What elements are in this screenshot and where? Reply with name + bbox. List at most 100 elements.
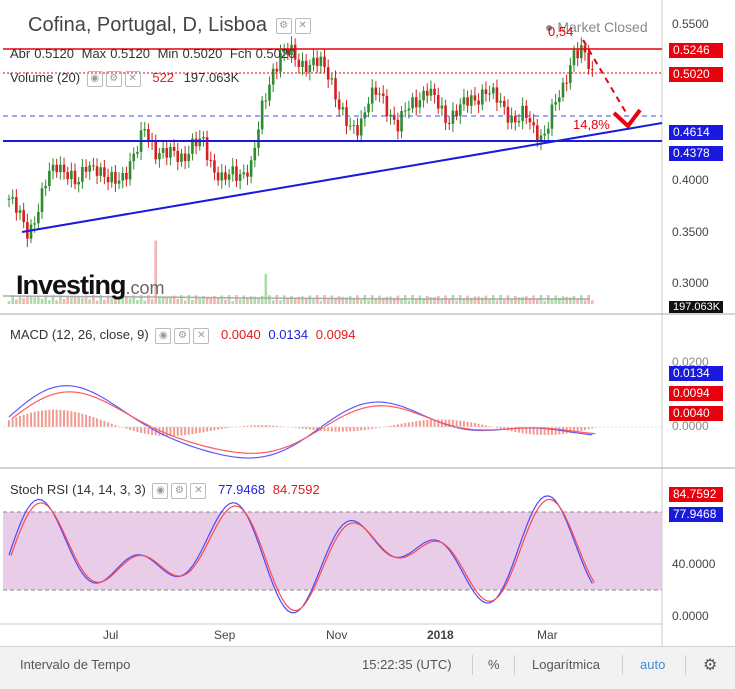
volume-bar — [408, 301, 411, 304]
candle — [305, 61, 308, 72]
candle — [235, 166, 238, 181]
candle — [532, 122, 535, 125]
candle — [265, 101, 268, 102]
settings-icon[interactable]: ⚙ — [106, 71, 122, 87]
candle — [342, 107, 345, 109]
eye-icon[interactable]: ◉ — [87, 71, 103, 87]
volume-value: 522 — [152, 70, 174, 85]
candle — [360, 119, 363, 136]
stoch-d-label: 84.7592 — [669, 487, 723, 502]
macd-histogram-bar — [217, 427, 219, 430]
log-toggle[interactable]: Logarítmica — [532, 657, 600, 672]
volume-bar — [415, 300, 418, 304]
macd-histogram-bar — [92, 417, 94, 427]
macd-histogram-bar — [140, 427, 142, 433]
volume-bar — [217, 298, 220, 304]
candle — [426, 91, 429, 96]
candle — [213, 160, 216, 172]
macd-histogram-bar — [459, 421, 461, 427]
volume-bar — [349, 296, 352, 304]
volume-bar — [96, 301, 99, 304]
volume-bar — [430, 297, 433, 304]
candle — [569, 65, 572, 83]
candle — [8, 199, 11, 200]
candle — [88, 165, 91, 171]
macd-histogram-bar — [15, 417, 17, 427]
macd-histogram-bar — [107, 422, 109, 427]
macd-histogram-bar — [63, 410, 65, 427]
eye-icon[interactable]: ◉ — [155, 328, 171, 344]
macd-histogram-bar — [48, 410, 50, 427]
candle — [492, 87, 495, 93]
macd-value: 0.0134 — [268, 327, 308, 342]
macd-histogram-bar — [481, 425, 483, 427]
gear-icon[interactable]: ⚙ — [703, 655, 717, 675]
chart-footer: Intervalo de Tempo 15:22:35 (UTC) % Loga… — [0, 646, 735, 689]
candle — [70, 171, 73, 179]
candle — [85, 167, 88, 172]
volume-bar — [562, 296, 565, 304]
macd-histogram-bar — [96, 418, 98, 427]
eye-icon[interactable]: ◉ — [152, 483, 168, 499]
macd-histogram-bar — [26, 414, 28, 427]
x-tick: Jul — [103, 628, 118, 642]
close-icon[interactable]: ✕ — [125, 71, 141, 87]
percent-toggle[interactable]: % — [488, 657, 500, 672]
candle — [103, 167, 106, 177]
stoch-d-value: 84.7592 — [273, 482, 320, 497]
candle — [558, 97, 561, 102]
volume-bar — [180, 295, 183, 304]
macd-histogram-bar — [555, 427, 557, 435]
stoch-band — [3, 512, 662, 590]
candle — [41, 188, 44, 212]
candle — [543, 134, 546, 136]
volume-bar — [276, 295, 279, 304]
candle — [231, 166, 234, 174]
close-icon[interactable]: ✕ — [190, 483, 206, 499]
macd-histogram-bar — [265, 425, 267, 427]
signal-label: 0.0094 — [669, 386, 723, 401]
candle — [246, 172, 249, 176]
macd-histogram-bar — [133, 427, 135, 431]
settings-icon[interactable]: ⚙ — [174, 328, 190, 344]
volume-bar — [290, 296, 293, 304]
volume-bar — [331, 295, 334, 304]
volume-bar — [169, 298, 172, 304]
candle — [22, 210, 25, 222]
auto-toggle[interactable]: auto — [640, 657, 665, 672]
settings-icon[interactable]: ⚙ — [171, 483, 187, 499]
close-icon[interactable]: ✕ — [193, 328, 209, 344]
macd-histogram-bar — [463, 421, 465, 427]
candle — [33, 223, 36, 224]
candle — [378, 94, 381, 95]
candle — [562, 83, 565, 98]
macd-histogram-bar — [305, 427, 307, 429]
candle — [276, 69, 279, 72]
macd-histogram-bar — [103, 421, 105, 427]
candle — [521, 106, 524, 121]
macd-histogram-bar — [136, 427, 138, 432]
macd-histogram-bar — [74, 412, 76, 427]
macd-histogram-bar — [221, 427, 223, 429]
volume-bar — [400, 299, 403, 304]
volume-bar — [8, 301, 11, 304]
candle — [334, 78, 337, 99]
interval-button[interactable]: Intervalo de Tempo — [20, 657, 130, 672]
settings-icon[interactable]: ⚙ — [276, 18, 292, 34]
candle — [474, 95, 477, 100]
percent-annotation: 14,8% — [573, 117, 610, 132]
stoch-tick: 40.0000 — [672, 557, 715, 571]
candle — [198, 139, 201, 147]
chart-title: Cofina, Portugal, D, Lisboa ⚙✕ — [28, 14, 311, 37]
macd-histogram-bar — [191, 427, 193, 434]
close-icon[interactable]: ✕ — [295, 18, 311, 34]
candle — [430, 89, 433, 96]
candle — [99, 167, 102, 176]
volume-bar — [518, 297, 521, 304]
price-label-high: 0.5246 — [669, 43, 723, 58]
macd-histogram-bar — [199, 427, 201, 433]
stoch-k-value: 77.9468 — [218, 482, 265, 497]
volume-bar — [320, 301, 323, 304]
